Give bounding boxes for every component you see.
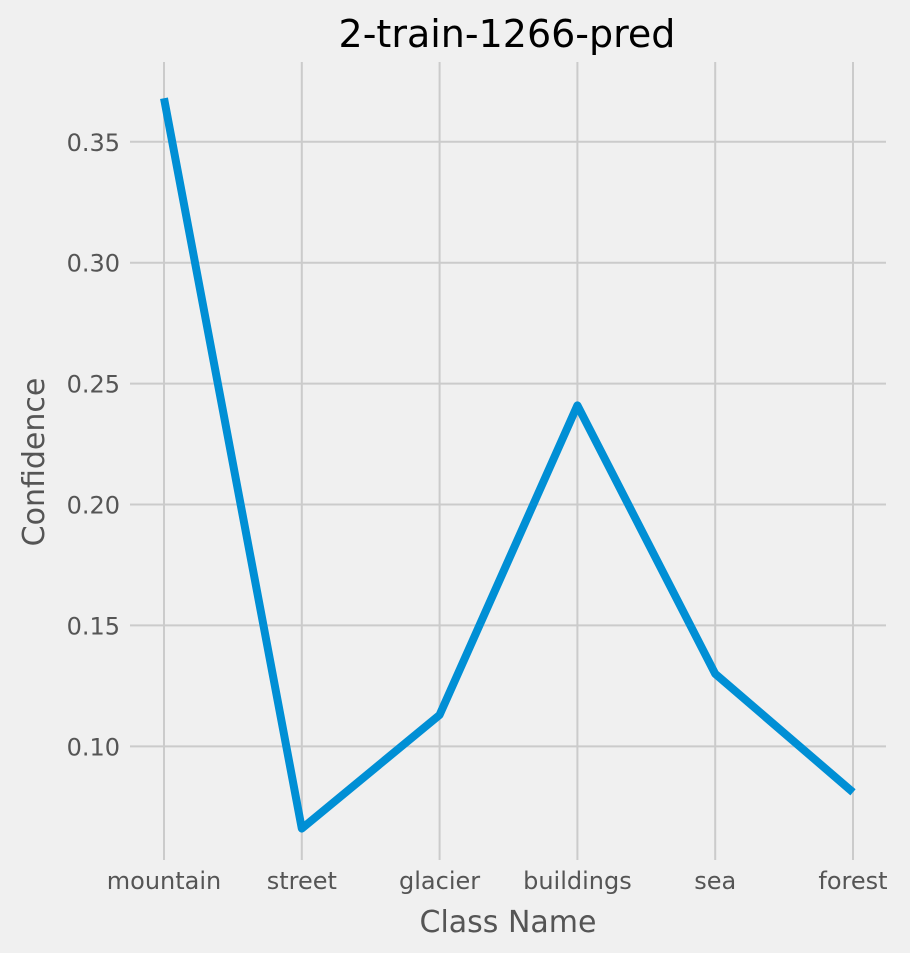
series-line: [160, 97, 856, 833]
x-tick-label: glacier: [399, 867, 480, 895]
x-tick-label: street: [267, 867, 337, 895]
x-tick-labels: mountain street glacier buildings sea forest: [107, 867, 888, 895]
x-gridlines: [163, 62, 854, 860]
y-tick-label: 0.25: [67, 371, 120, 399]
x-tick-label: forest: [818, 867, 887, 895]
y-gridlines: [130, 140, 886, 748]
y-tick-label: 0.15: [67, 612, 120, 640]
y-tick-label: 0.35: [67, 129, 120, 157]
y-tick-label: 0.10: [67, 733, 120, 761]
y-tick-label: 0.30: [67, 250, 120, 278]
series-group: [160, 97, 856, 833]
x-tick-label: buildings: [523, 867, 632, 895]
chart-title: 2-train-1266-pred: [339, 12, 676, 56]
y-tick-labels: 0.10 0.15 0.20 0.25 0.30 0.35: [67, 129, 120, 762]
y-tick-label: 0.20: [67, 492, 120, 520]
x-tick-label: mountain: [107, 867, 221, 895]
y-axis-label: Confidence: [17, 378, 52, 547]
x-axis-label: Class Name: [420, 905, 597, 940]
x-tick-label: sea: [694, 867, 736, 895]
